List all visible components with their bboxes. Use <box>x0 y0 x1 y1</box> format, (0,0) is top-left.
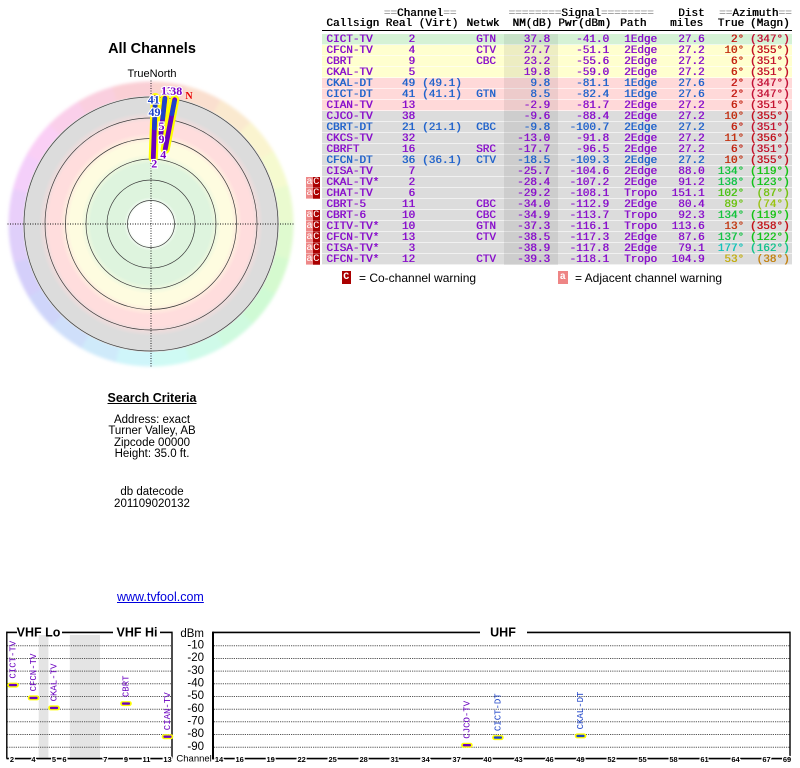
svg-text:19: 19 <box>266 755 274 764</box>
svg-text:69: 69 <box>783 755 791 764</box>
svg-text:-90: -90 <box>187 741 204 753</box>
svg-text:9: 9 <box>124 755 128 764</box>
svg-text:52: 52 <box>607 755 615 764</box>
svg-text:25: 25 <box>328 755 336 764</box>
svg-text:40: 40 <box>483 755 491 764</box>
svg-text:13: 13 <box>163 755 171 764</box>
svg-text:5: 5 <box>52 755 56 764</box>
svg-text:49: 49 <box>149 105 161 119</box>
svg-text:41: 41 <box>148 93 160 107</box>
svg-text:61: 61 <box>700 755 708 764</box>
svg-text:4: 4 <box>160 148 166 162</box>
svg-text:-40: -40 <box>187 677 204 689</box>
svg-text:CJCO-TV: CJCO-TV <box>462 700 472 738</box>
svg-text:-20: -20 <box>187 652 204 664</box>
svg-text:34: 34 <box>421 755 430 764</box>
svg-text:UHF: UHF <box>490 626 516 640</box>
svg-text:64: 64 <box>731 755 740 764</box>
svg-text:VHF Hi: VHF Hi <box>117 626 158 640</box>
svg-text:14: 14 <box>215 755 224 764</box>
svg-text:67: 67 <box>762 755 770 764</box>
svg-text:CKAL-TV: CKAL-TV <box>50 663 60 701</box>
svg-text:-70: -70 <box>187 715 204 727</box>
svg-text:55: 55 <box>638 755 646 764</box>
svg-text:38: 38 <box>170 84 182 98</box>
svg-text:CKAL-DT: CKAL-DT <box>576 691 586 729</box>
svg-text:-80: -80 <box>187 728 204 740</box>
svg-text:9: 9 <box>159 132 165 146</box>
svg-text:N: N <box>185 91 193 102</box>
svg-text:58: 58 <box>669 755 677 764</box>
svg-text:6: 6 <box>62 755 66 764</box>
svg-text:2: 2 <box>10 755 14 764</box>
svg-text:7: 7 <box>103 755 107 764</box>
svg-text:CFCN-TV: CFCN-TV <box>29 653 39 691</box>
svg-text:4: 4 <box>31 755 36 764</box>
svg-text:-10: -10 <box>187 639 204 651</box>
svg-text:31: 31 <box>390 755 398 764</box>
svg-text:16: 16 <box>235 755 243 764</box>
svg-text:46: 46 <box>545 755 553 764</box>
svg-text:22: 22 <box>297 755 305 764</box>
svg-text:11: 11 <box>143 755 151 764</box>
svg-text:Channel: Channel <box>176 753 211 764</box>
svg-text:28: 28 <box>359 755 367 764</box>
svg-text:2: 2 <box>151 157 157 171</box>
svg-text:CICT-TV: CICT-TV <box>9 640 19 678</box>
svg-text:VHF Lo: VHF Lo <box>17 626 61 640</box>
svg-text:49: 49 <box>576 755 584 764</box>
svg-text:43: 43 <box>514 755 522 764</box>
svg-text:CICT-DT: CICT-DT <box>493 693 503 731</box>
svg-text:-30: -30 <box>187 665 204 677</box>
svg-text:dBm: dBm <box>180 628 204 640</box>
svg-text:-60: -60 <box>187 703 204 715</box>
svg-text:CBRT: CBRT <box>122 675 132 697</box>
svg-text:37: 37 <box>452 755 460 764</box>
svg-text:13: 13 <box>161 83 173 97</box>
svg-text:5: 5 <box>159 119 165 133</box>
svg-text:CIAN-TV: CIAN-TV <box>163 692 173 730</box>
svg-text:-50: -50 <box>187 690 204 702</box>
